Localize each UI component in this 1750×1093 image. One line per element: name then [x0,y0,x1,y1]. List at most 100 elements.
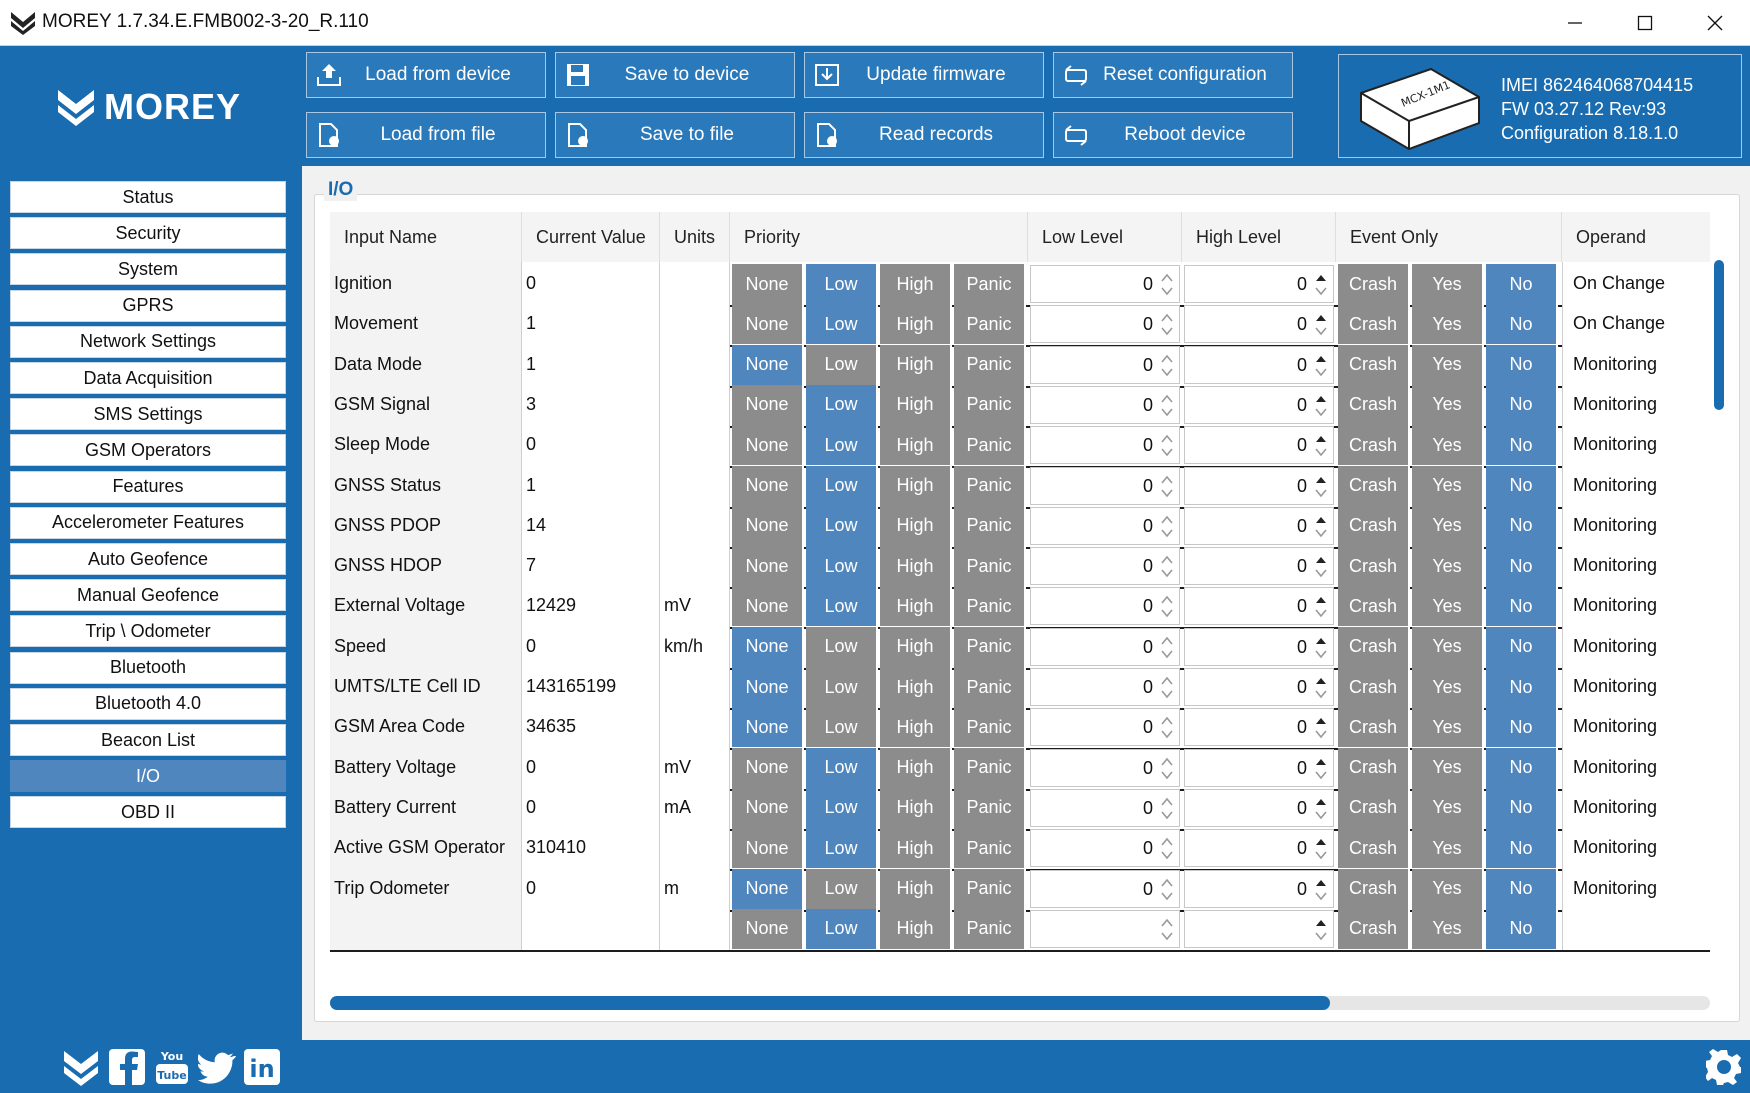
event-crash-button[interactable]: Crash [1338,546,1410,587]
save-to-file-button[interactable]: Save to file [555,112,795,158]
morey-icon[interactable] [62,1048,100,1086]
high-level-input[interactable]: 0 [1184,708,1334,747]
event-no-button[interactable]: No [1486,828,1558,869]
operand-cell[interactable]: Monitoring [1562,544,1710,588]
event-crash-button[interactable]: Crash [1338,868,1410,909]
col-header-units[interactable]: Units [660,212,730,262]
read-records-button[interactable]: Read records [804,112,1044,158]
priority-high-button[interactable]: High [880,546,952,587]
operand-cell[interactable]: Monitoring [1562,665,1710,708]
priority-low-button[interactable]: Low [806,828,878,869]
event-no-button[interactable]: No [1486,707,1558,748]
operand-cell[interactable]: Monitoring [1562,584,1710,628]
event-no-button[interactable]: No [1486,384,1558,425]
event-crash-button[interactable]: Crash [1338,908,1410,949]
col-header-input-name[interactable]: Input Name [330,212,522,262]
high-level-input[interactable]: 0 [1184,506,1334,545]
low-level-input[interactable]: 0 [1030,466,1180,505]
event-yes-button[interactable]: Yes [1412,344,1484,385]
event-yes-button[interactable]: Yes [1412,586,1484,627]
col-header-priority[interactable]: Priority [730,212,1028,262]
reboot-device-button[interactable]: Reboot device [1053,112,1293,158]
high-level-input[interactable]: 0 [1184,466,1334,505]
event-no-button[interactable]: No [1486,465,1558,506]
priority-high-button[interactable]: High [880,747,952,788]
operand-cell[interactable]: Monitoring [1562,342,1710,386]
event-no-button[interactable]: No [1486,586,1558,627]
low-level-input[interactable]: 0 [1030,627,1180,666]
load-from-device-button[interactable]: Load from device [306,52,546,98]
high-level-input[interactable]: 0 [1184,869,1334,908]
priority-none-button[interactable]: None [732,505,804,546]
low-level-input[interactable]: 0 [1030,345,1180,384]
priority-none-button[interactable]: None [732,264,804,304]
low-level-input[interactable]: 0 [1030,587,1180,626]
event-crash-button[interactable]: Crash [1338,667,1410,707]
priority-panic-button[interactable]: Panic [954,747,1026,788]
high-level-input[interactable]: 0 [1184,547,1334,586]
event-crash-button[interactable]: Crash [1338,586,1410,627]
high-level-input[interactable]: 0 [1184,426,1334,465]
sidebar-item-gprs[interactable]: GPRS [10,289,286,322]
priority-high-button[interactable]: High [880,908,952,949]
sidebar-item-network-settings[interactable]: Network Settings [10,325,286,358]
operand-cell[interactable]: Monitoring [1562,624,1710,668]
priority-high-button[interactable]: High [880,344,952,385]
sidebar-item-status[interactable]: Status [10,181,286,213]
priority-low-button[interactable]: Low [806,707,878,748]
priority-low-button[interactable]: Low [806,384,878,425]
save-to-device-button[interactable]: Save to device [555,52,795,98]
priority-high-button[interactable]: High [880,707,952,748]
high-level-input[interactable]: 0 [1184,345,1334,384]
low-level-input[interactable]: 0 [1030,748,1180,787]
event-yes-button[interactable]: Yes [1412,304,1484,345]
priority-high-button[interactable]: High [880,787,952,828]
operand-cell[interactable]: Monitoring [1562,785,1710,829]
priority-none-button[interactable]: None [732,868,804,909]
sidebar-item-gsm-operators[interactable]: GSM Operators [10,434,286,467]
priority-panic-button[interactable]: Panic [954,868,1026,909]
sidebar-item-sms-settings[interactable]: SMS Settings [10,398,286,431]
high-level-input[interactable]: 0 [1184,587,1334,626]
operand-cell[interactable]: Monitoring [1562,866,1710,910]
priority-panic-button[interactable]: Panic [954,384,1026,425]
low-level-input[interactable]: 0 [1030,829,1180,868]
priority-low-button[interactable]: Low [806,546,878,587]
priority-low-button[interactable]: Low [806,747,878,788]
priority-low-button[interactable]: Low [806,868,878,909]
priority-panic-button[interactable]: Panic [954,586,1026,627]
priority-high-button[interactable]: High [880,425,952,466]
event-crash-button[interactable]: Crash [1338,505,1410,546]
col-header-high-level[interactable]: High Level [1182,212,1336,262]
priority-low-button[interactable]: Low [806,465,878,506]
sidebar-item-bluetooth[interactable]: Bluetooth [10,651,286,684]
low-level-input[interactable]: 0 [1030,708,1180,747]
close-button[interactable] [1680,0,1750,46]
event-yes-button[interactable]: Yes [1412,465,1484,506]
event-yes-button[interactable]: Yes [1412,707,1484,748]
priority-low-button[interactable]: Low [806,304,878,345]
high-level-input[interactable]: 0 [1184,748,1334,787]
priority-low-button[interactable]: Low [806,908,878,949]
high-level-input[interactable]: 0 [1184,788,1334,827]
event-yes-button[interactable]: Yes [1412,667,1484,707]
sidebar-item-system[interactable]: System [10,253,286,286]
priority-high-button[interactable]: High [880,586,952,627]
priority-panic-button[interactable]: Panic [954,828,1026,869]
event-no-button[interactable]: No [1486,425,1558,466]
youtube-icon[interactable]: You Tube [153,1048,191,1086]
operand-cell[interactable]: Monitoring [1562,503,1710,547]
sidebar-item-bluetooth-4-0[interactable]: Bluetooth 4.0 [10,687,286,720]
operand-cell[interactable]: Monitoring [1562,382,1710,426]
priority-low-button[interactable]: Low [806,425,878,466]
priority-none-button[interactable]: None [732,747,804,788]
horizontal-scroll-thumb[interactable] [330,996,1330,1010]
event-no-button[interactable]: No [1486,264,1558,304]
update-firmware-button[interactable]: Update firmware [804,52,1044,98]
event-yes-button[interactable]: Yes [1412,787,1484,828]
event-yes-button[interactable]: Yes [1412,425,1484,466]
sidebar-item-beacon-list[interactable]: Beacon List [10,724,286,756]
sidebar-item-accelerometer-features[interactable]: Accelerometer Features [10,506,286,539]
operand-cell[interactable]: Monitoring [1562,463,1710,507]
priority-panic-button[interactable]: Panic [954,667,1026,707]
